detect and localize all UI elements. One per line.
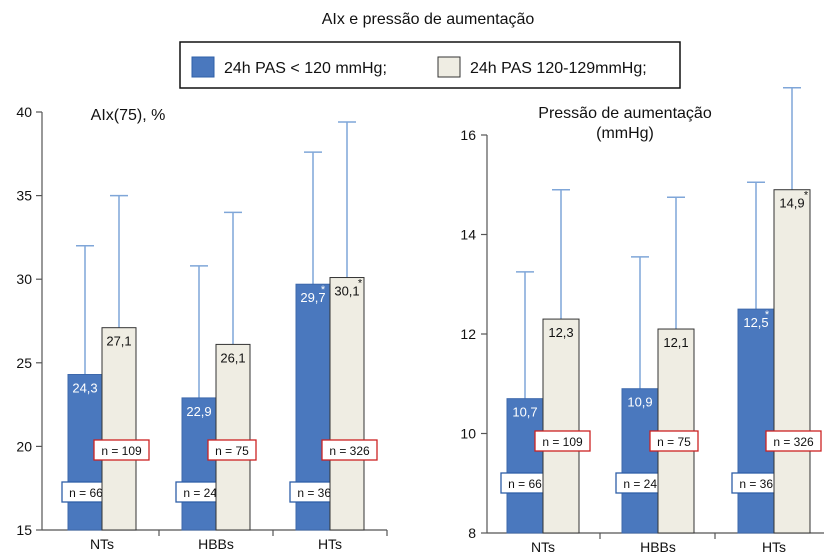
bar-blue xyxy=(621,388,659,534)
n-label: n = 109 xyxy=(101,444,142,458)
bar-value-label: 14,9 xyxy=(779,196,804,211)
bar-blue xyxy=(181,397,217,531)
y-tick-label: 14 xyxy=(460,227,476,243)
bar-value-label: 10,7 xyxy=(512,405,537,420)
chart-title-line: Pressão de aumentação xyxy=(538,105,712,122)
augmentation-pressure-chart: Pressão de aumentação (mmHg) 8 10 12 14 16 NTs H… xyxy=(460,86,824,555)
n-box-red xyxy=(534,430,591,452)
n-box-red xyxy=(93,439,150,461)
n-box-red xyxy=(649,430,699,452)
legend: 24h PAS < 120 mmHg; 24h PAS 120-129mmHg; xyxy=(179,41,681,89)
legend-swatch-beige xyxy=(437,56,461,78)
bar-beige xyxy=(215,343,251,531)
legend-label-beige: 24h PAS 120-129mmHg; xyxy=(470,60,647,77)
legend-swatch-blue xyxy=(191,56,215,78)
n-label: n = 365 xyxy=(297,486,338,500)
y-tick-label: 40 xyxy=(16,104,32,120)
bar-value-label: 12,3 xyxy=(548,325,573,340)
n-label: n = 66 xyxy=(508,477,542,491)
n-label: n = 75 xyxy=(657,435,691,449)
y-tick-label: 10 xyxy=(460,426,476,442)
n-label: n = 66 xyxy=(69,486,103,500)
n-label: n = 240 xyxy=(623,477,664,491)
y-tick-label: 8 xyxy=(468,525,476,541)
bar-blue xyxy=(737,308,775,534)
n-label: n = 109 xyxy=(542,435,583,449)
n-box-red xyxy=(765,430,822,452)
bar-beige xyxy=(329,277,365,531)
x-tick-label: NTs xyxy=(531,539,555,555)
significance-mark: * xyxy=(804,190,809,202)
y-tick-label: 12 xyxy=(460,326,476,342)
y-tick-label: 30 xyxy=(16,271,32,287)
y-tick-label: 20 xyxy=(16,438,32,454)
bar-beige xyxy=(101,327,137,531)
bar-value-label: 26,1 xyxy=(220,350,245,365)
chart-title-line: AIx(75), % xyxy=(91,107,166,124)
x-tick-label: NTs xyxy=(90,536,114,552)
significance-mark: * xyxy=(321,284,326,296)
bar-value-label: 22,9 xyxy=(186,404,211,419)
significance-mark: * xyxy=(358,278,363,290)
bar-blue xyxy=(506,398,544,534)
x-tick-label: HBBs xyxy=(198,536,234,552)
bar-beige xyxy=(542,318,580,534)
y-tick-label: 25 xyxy=(16,355,32,371)
n-box-red xyxy=(321,439,378,461)
n-label: n = 326 xyxy=(773,435,814,449)
y-tick-label: 16 xyxy=(460,127,476,143)
legend-frame xyxy=(179,41,681,89)
bar-value-label: 27,1 xyxy=(106,334,131,349)
x-tick-label: HTs xyxy=(762,539,786,555)
bar-value-label: 12,5 xyxy=(743,315,768,330)
bar-value-label: 30,1 xyxy=(334,284,359,299)
figure-title: AIx e pressão de aumentação xyxy=(322,11,535,28)
chart-title: Pressão de aumentação (mmHg) xyxy=(538,105,712,142)
bar-value-label: 12,1 xyxy=(663,335,688,350)
n-label: n = 365 xyxy=(739,477,780,491)
x-tick-label: HBBs xyxy=(640,539,676,555)
chart-title: AIx(75), % xyxy=(91,107,166,124)
legend-label-blue: 24h PAS < 120 mmHg; xyxy=(224,60,387,77)
aix-chart: AIx(75), % 15 20 25 30 35 40 NTs HBBs HTs 24,3 n = … xyxy=(16,104,388,552)
n-label: n = 240 xyxy=(183,486,224,500)
bar-value-label: 10,9 xyxy=(627,395,652,410)
chart-title-line: (mmHg) xyxy=(596,125,654,142)
significance-mark: * xyxy=(765,309,770,321)
bar-value-label: 24,3 xyxy=(72,381,97,396)
x-tick-label: HTs xyxy=(318,536,342,552)
bar-beige xyxy=(773,189,811,534)
n-label: n = 75 xyxy=(215,444,249,458)
y-tick-label: 35 xyxy=(16,188,32,204)
n-label: n = 326 xyxy=(329,444,370,458)
bar-value-label: 29,7 xyxy=(300,290,325,305)
y-tick-label: 15 xyxy=(16,522,32,538)
n-box-red xyxy=(207,439,257,461)
